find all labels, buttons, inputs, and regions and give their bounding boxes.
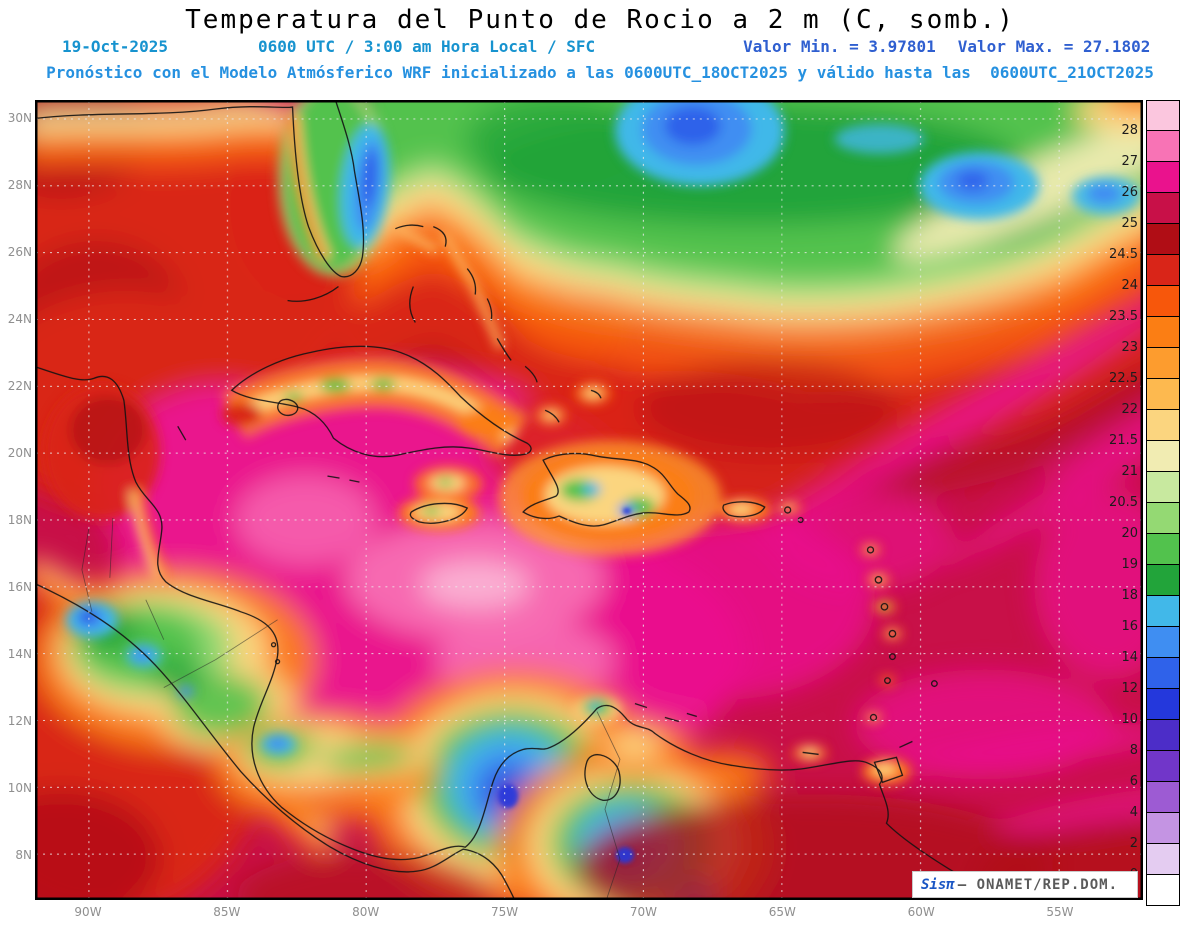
- legend-tick-label: 20.5: [1109, 495, 1138, 510]
- legend-cell: [1146, 782, 1180, 813]
- legend-cell: [1146, 875, 1180, 906]
- legend-tick-label: 28: [1121, 123, 1138, 138]
- legend-cell: [1146, 441, 1180, 472]
- legend-tick-label: 14: [1121, 650, 1138, 665]
- watermark: Sisπ – ONAMET/REP.DOM.: [912, 871, 1138, 898]
- legend-cell: [1146, 131, 1180, 162]
- max-value-label: Valor Max. = 27.1802: [957, 37, 1151, 56]
- map-field-details: [43, 101, 1141, 785]
- legend-tick-label: 2: [1129, 836, 1138, 851]
- legend-cell: [1146, 286, 1180, 317]
- lon-tick-label: 55W: [1046, 905, 1074, 919]
- lat-tick-label: 16N: [7, 580, 32, 594]
- legend-tick-label: 25: [1121, 216, 1138, 231]
- legend-cell: [1146, 379, 1180, 410]
- watermark-text: – ONAMET/REP.DOM.: [957, 876, 1119, 893]
- subtitle-row: 19-Oct-2025 0600 UTC / 3:00 am Hora Loca…: [62, 37, 1150, 56]
- map-plot: [35, 100, 1143, 900]
- lat-tick-label: 26N: [7, 245, 32, 259]
- forecast-date: 19-Oct-2025: [62, 37, 168, 56]
- legend-cell: [1146, 720, 1180, 751]
- lat-tick-label: 12N: [7, 714, 32, 728]
- lon-tick-label: 75W: [490, 905, 519, 919]
- legend-labels: 28 27 26 25 24.5 24 23.5 23 22.5 22 21.5 21 20.5 20 19…: [1092, 100, 1142, 906]
- lat-tick-label: 22N: [7, 379, 32, 393]
- legend-tick-label: 21.5: [1109, 433, 1138, 448]
- legend-tick-label: 23.5: [1109, 309, 1138, 324]
- legend-cell: [1146, 596, 1180, 627]
- legend-tick-label: 24: [1121, 278, 1138, 293]
- legend-cell: [1146, 224, 1180, 255]
- legend-tick-label: 22: [1121, 402, 1138, 417]
- legend-tick-label: 23: [1121, 340, 1138, 355]
- legend-cell: [1146, 472, 1180, 503]
- forecast-time: 0600 UTC / 3:00 am Hora Local / SFC: [257, 37, 596, 56]
- lon-tick-label: 60W: [907, 905, 935, 919]
- model-info-line: Pronóstico con el Modelo Atmósferico WRF…: [46, 63, 1154, 82]
- legend-cell: [1146, 658, 1180, 689]
- legend-tick-label: 8: [1129, 743, 1138, 758]
- legend-tick-label: 26: [1121, 185, 1138, 200]
- legend-cell: [1146, 844, 1180, 875]
- legend-cell: [1146, 689, 1180, 720]
- lon-tick-label: 90W: [74, 905, 102, 919]
- legend-cell: [1146, 100, 1180, 131]
- legend-cell: [1146, 348, 1180, 379]
- lat-tick-label: 10N: [7, 781, 32, 795]
- plot-frame: [36, 101, 1142, 899]
- legend-tick-label: 12: [1121, 681, 1138, 696]
- legend-tick-label: 4: [1129, 805, 1138, 820]
- legend-cell: [1146, 534, 1180, 565]
- lon-tick-label: 85W: [213, 905, 241, 919]
- legend-cell: [1146, 317, 1180, 348]
- lon-tick-label: 70W: [629, 905, 657, 919]
- legend-tick-label: 18: [1121, 588, 1138, 603]
- lat-tick-label: 30N: [7, 111, 32, 125]
- lat-tick-label: 14N: [7, 647, 32, 661]
- legend-cell: [1146, 162, 1180, 193]
- lon-tick-label: 80W: [352, 905, 380, 919]
- lat-tick-label: 8N: [15, 848, 32, 862]
- min-value-label: Valor Min. = 3.97801: [743, 37, 936, 56]
- legend-cell: [1146, 627, 1180, 658]
- legend-cell: [1146, 751, 1180, 782]
- legend-cell: [1146, 193, 1180, 224]
- map-field-specks: [498, 507, 634, 864]
- lat-tick-label: 24N: [7, 312, 32, 326]
- coastlines: [36, 101, 1011, 899]
- map-svg: [36, 101, 1142, 899]
- lat-tick-label: 28N: [7, 178, 32, 192]
- legend-tick-label: 19: [1121, 557, 1138, 572]
- lat-tick-label: 18N: [7, 513, 32, 527]
- legend-cell: [1146, 410, 1180, 441]
- legend-tick-label: 20: [1121, 526, 1138, 541]
- legend-tick-label: 6: [1129, 774, 1138, 789]
- legend-cell: [1146, 813, 1180, 844]
- legend-cell: [1146, 503, 1180, 534]
- lat-tick-label: 20N: [7, 446, 32, 460]
- legend-bar: [1146, 100, 1180, 906]
- legend-tick-label: 27: [1121, 154, 1138, 169]
- legend-tick-label: 16: [1121, 619, 1138, 634]
- legend-cell: [1146, 565, 1180, 596]
- legend-tick-label: 21: [1121, 464, 1138, 479]
- legend-tick-label: 24.5: [1109, 247, 1138, 262]
- grid-lines: [36, 101, 1142, 899]
- legend-tick-label: 10: [1121, 712, 1138, 727]
- page-title: Temperatura del Punto de Rocio a 2 m (C,…: [185, 5, 1015, 35]
- legend-tick-label: 22.5: [1109, 371, 1138, 386]
- lon-tick-label: 65W: [768, 905, 796, 919]
- watermark-brand: Sisπ: [921, 876, 955, 893]
- legend-cell: [1146, 255, 1180, 286]
